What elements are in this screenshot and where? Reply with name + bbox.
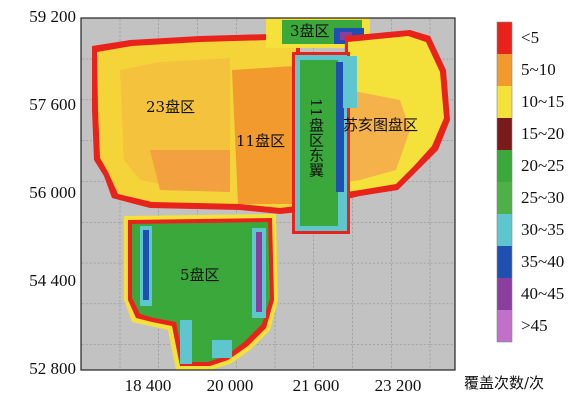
region-5 <box>124 214 278 370</box>
legend-label: 35~40 <box>521 252 565 271</box>
zone-label-3: 3盘区 <box>290 22 330 40</box>
region-suhaitu <box>343 30 450 200</box>
legend-swatch <box>497 246 512 278</box>
legend-label: 25~30 <box>521 188 565 207</box>
legend-label: 20~25 <box>521 156 565 175</box>
zone-label-5: 5盘区 <box>180 266 220 284</box>
legend-label: >45 <box>521 316 548 335</box>
x-tick: 18 400 <box>124 376 172 395</box>
y-tick: 57 600 <box>29 95 76 114</box>
legend-frame <box>496 21 513 343</box>
legend-label: 5~10 <box>521 60 556 79</box>
plot-frame <box>80 17 456 371</box>
legend-swatch <box>497 86 512 118</box>
legend-swatch <box>497 22 512 54</box>
region-11-east <box>292 52 357 234</box>
x-tick: 21 600 <box>292 376 340 395</box>
zone-label-23: 23盘区 <box>146 98 196 116</box>
zone-label-11: 11盘区 <box>236 132 286 150</box>
y-tick: 56 000 <box>29 183 76 202</box>
y-tick: 52 800 <box>29 359 76 378</box>
zone-label-11-east: 11盘区东翼 <box>307 98 325 178</box>
y-tick: 54 400 <box>29 271 76 290</box>
legend-label: 15~20 <box>521 124 565 143</box>
legend-swatch <box>497 150 512 182</box>
legend-label: 10~15 <box>521 92 565 111</box>
legend-swatch <box>497 118 512 150</box>
legend-colorbar <box>496 21 513 343</box>
legend-label: 30~35 <box>521 220 565 239</box>
x-tick: 20 000 <box>206 376 254 395</box>
legend-swatch <box>497 214 512 246</box>
zone-label-suhaitu: 苏亥图盘区 <box>343 116 419 134</box>
legend-swatch <box>497 278 512 310</box>
region-23-11 <box>92 34 300 214</box>
legend-swatch <box>497 310 512 342</box>
legend-swatch <box>497 182 512 214</box>
y-tick: 59 200 <box>29 7 76 26</box>
legend-title: 覆盖次数/次 <box>464 374 545 392</box>
legend-swatch <box>497 54 512 86</box>
legend-label: 40~45 <box>521 284 565 303</box>
legend-label: <5 <box>521 28 540 47</box>
x-tick: 23 200 <box>374 376 422 395</box>
